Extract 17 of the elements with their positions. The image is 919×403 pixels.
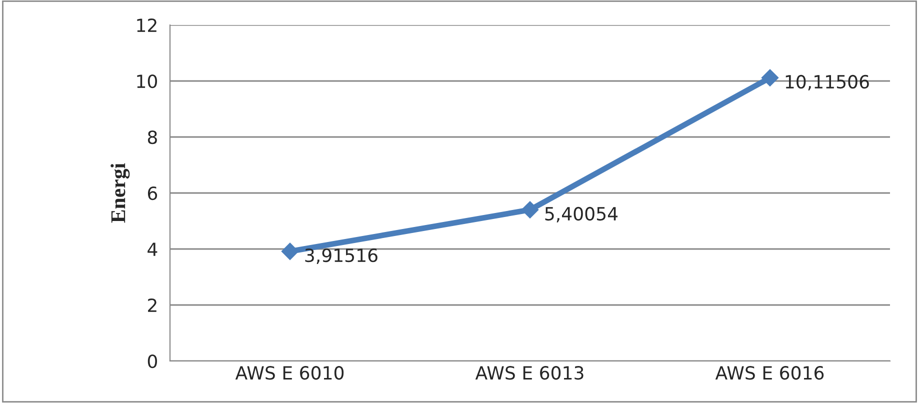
point xyxy=(281,242,299,260)
data-label: 3,91516 xyxy=(305,248,378,264)
y-tick-label: 10 xyxy=(137,74,157,88)
y-tick-label: 12 xyxy=(137,18,156,32)
point xyxy=(761,69,779,86)
point xyxy=(521,201,539,218)
x-tick-label: AWS E 6016 xyxy=(715,366,824,380)
x-tick-label: AWS E 6013 xyxy=(475,366,584,380)
data-label: 10,11506 xyxy=(786,74,869,90)
y-tick-label: 6 xyxy=(148,186,158,200)
y-tick-label: 4 xyxy=(148,242,158,256)
y-tick-label: 0 xyxy=(148,354,157,368)
y-tick-label: 8 xyxy=(148,130,157,144)
x-tick-label: AWS E 6010 xyxy=(235,366,344,380)
y-axis-title: Energi xyxy=(110,163,130,223)
data-label: 5,40054 xyxy=(545,206,618,222)
y-tick-label: 2 xyxy=(148,298,156,312)
